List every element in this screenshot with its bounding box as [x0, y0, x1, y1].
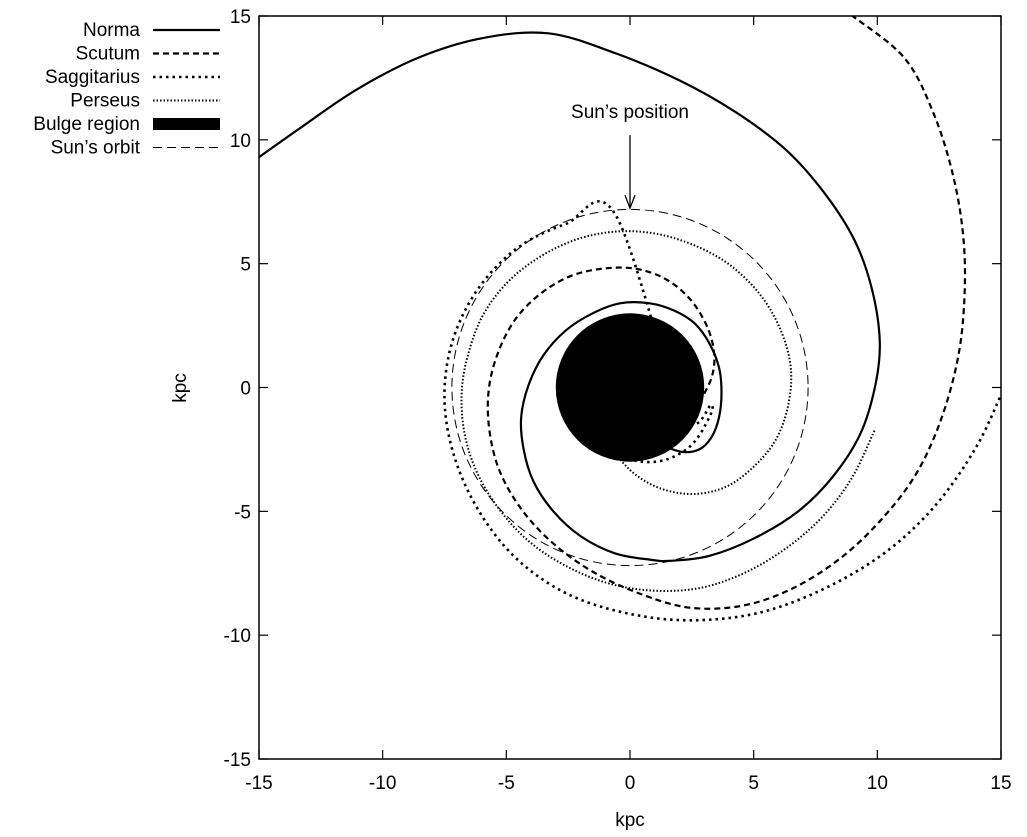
- x-tick-label: 0: [625, 773, 636, 794]
- legend-label-norma: Norma: [83, 20, 140, 41]
- x-axis-label: kpc: [615, 810, 645, 831]
- y-axis-label: kpc: [170, 373, 191, 403]
- sun-position-annotation: Sun’s position: [571, 102, 689, 123]
- x-tick-label: 10: [867, 773, 888, 794]
- legend-label-perseus: Perseus: [70, 91, 140, 112]
- y-tick-label: 0: [240, 379, 251, 400]
- series-bulge-region: [555, 313, 705, 462]
- legend-label-scutum: Scutum: [76, 44, 140, 65]
- x-tick-label: -10: [369, 773, 396, 794]
- series-saggitarius: [443, 200, 1001, 622]
- x-tick-label: -5: [498, 773, 515, 794]
- legend-label-saggitarius: Saggitarius: [45, 67, 140, 88]
- legend-label-bulge-region: Bulge region: [33, 114, 140, 135]
- y-tick-label: -5: [234, 502, 251, 523]
- y-tick-label: -15: [224, 750, 251, 771]
- legend-label-sun-s-orbit: Sun’s orbit: [51, 138, 141, 159]
- y-tick-label: -10: [224, 626, 251, 647]
- y-tick-label: 15: [230, 7, 251, 28]
- x-tick-label: 5: [748, 773, 759, 794]
- sun-position-arrowhead: [624, 194, 636, 210]
- legend-swatch-bulge-region: [153, 118, 220, 130]
- x-tick-label: 15: [990, 773, 1011, 794]
- y-tick-label: 10: [230, 131, 251, 152]
- series-sun-s-orbit: [451, 208, 809, 567]
- series-scutum: [486, 16, 967, 610]
- series-perseus: [460, 230, 876, 592]
- series-norma: [259, 31, 881, 563]
- x-tick-label: -15: [245, 773, 272, 794]
- y-tick-label: 5: [240, 255, 251, 276]
